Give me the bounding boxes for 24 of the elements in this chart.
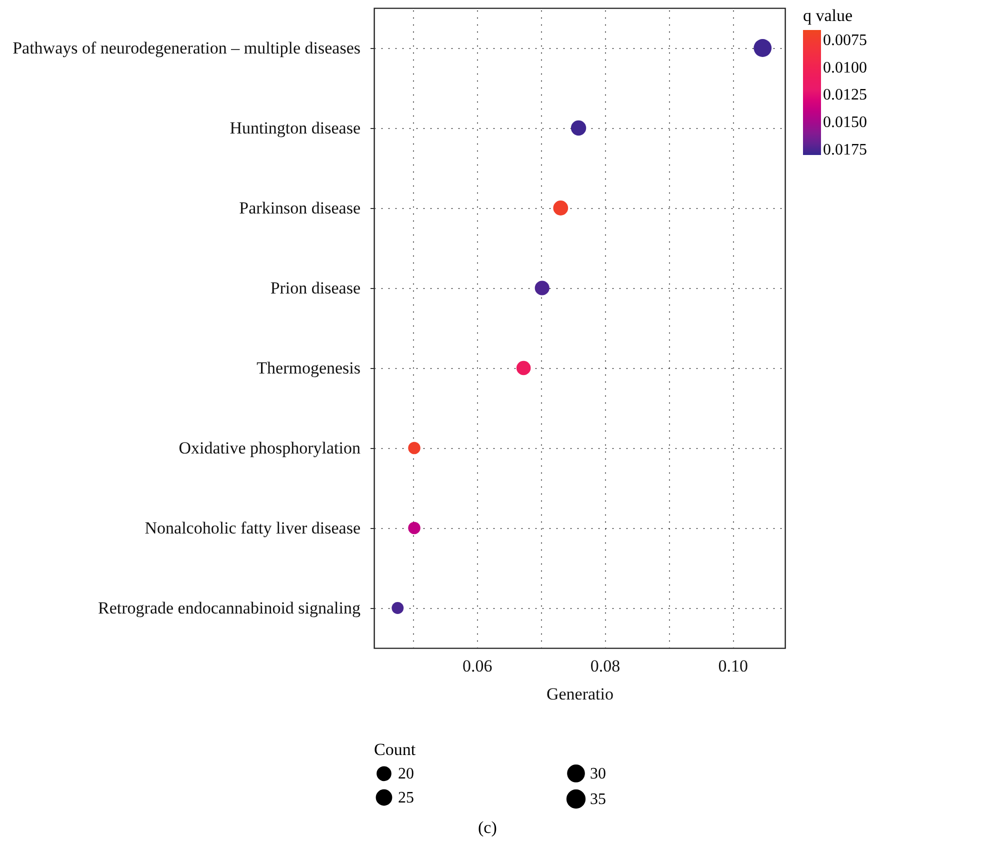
color-bar-label: 0.0150 (823, 114, 867, 132)
x-tick-label: 0.08 (590, 656, 620, 676)
legend-label: 30 (590, 765, 606, 782)
color-bar-label: 0.0175 (823, 142, 867, 159)
x-tick-label: 0.10 (718, 656, 748, 676)
y-tick-label: Prion disease (270, 278, 360, 298)
text: (c) (478, 818, 497, 838)
legend-label: 35 (590, 791, 606, 808)
y-tick-label: Pathways of neurodegeneration – multiple diseases (12, 38, 360, 58)
color-bar-label: 0.0075 (823, 32, 867, 49)
color-bar-title: q value (803, 6, 853, 25)
y-tick-label: Oxidative phosphorylation (178, 438, 361, 458)
color-bar-label: 0.0125 (823, 86, 867, 104)
y-tick-label: Huntington disease (230, 118, 360, 138)
legend-label: 25 (398, 790, 414, 806)
legend-title: Count (374, 740, 416, 759)
x-axis-title: Generatio (546, 684, 614, 704)
y-tick-label: Retrograde endocannabinoid signaling (98, 598, 361, 618)
y-tick-label: Parkinson disease (239, 198, 360, 218)
y-tick-label: Nonalcoholic fatty liver disease (144, 518, 360, 538)
x-tick-label: 0.06 (462, 656, 492, 676)
color-bar-label: 0.0100 (823, 59, 867, 76)
y-tick-label: Thermogenesis (256, 358, 360, 378)
legend-label: 20 (398, 766, 414, 783)
